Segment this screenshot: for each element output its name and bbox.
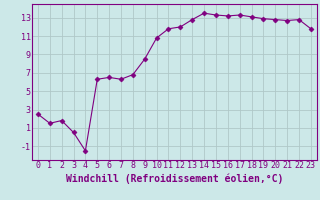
- X-axis label: Windchill (Refroidissement éolien,°C): Windchill (Refroidissement éolien,°C): [66, 173, 283, 184]
